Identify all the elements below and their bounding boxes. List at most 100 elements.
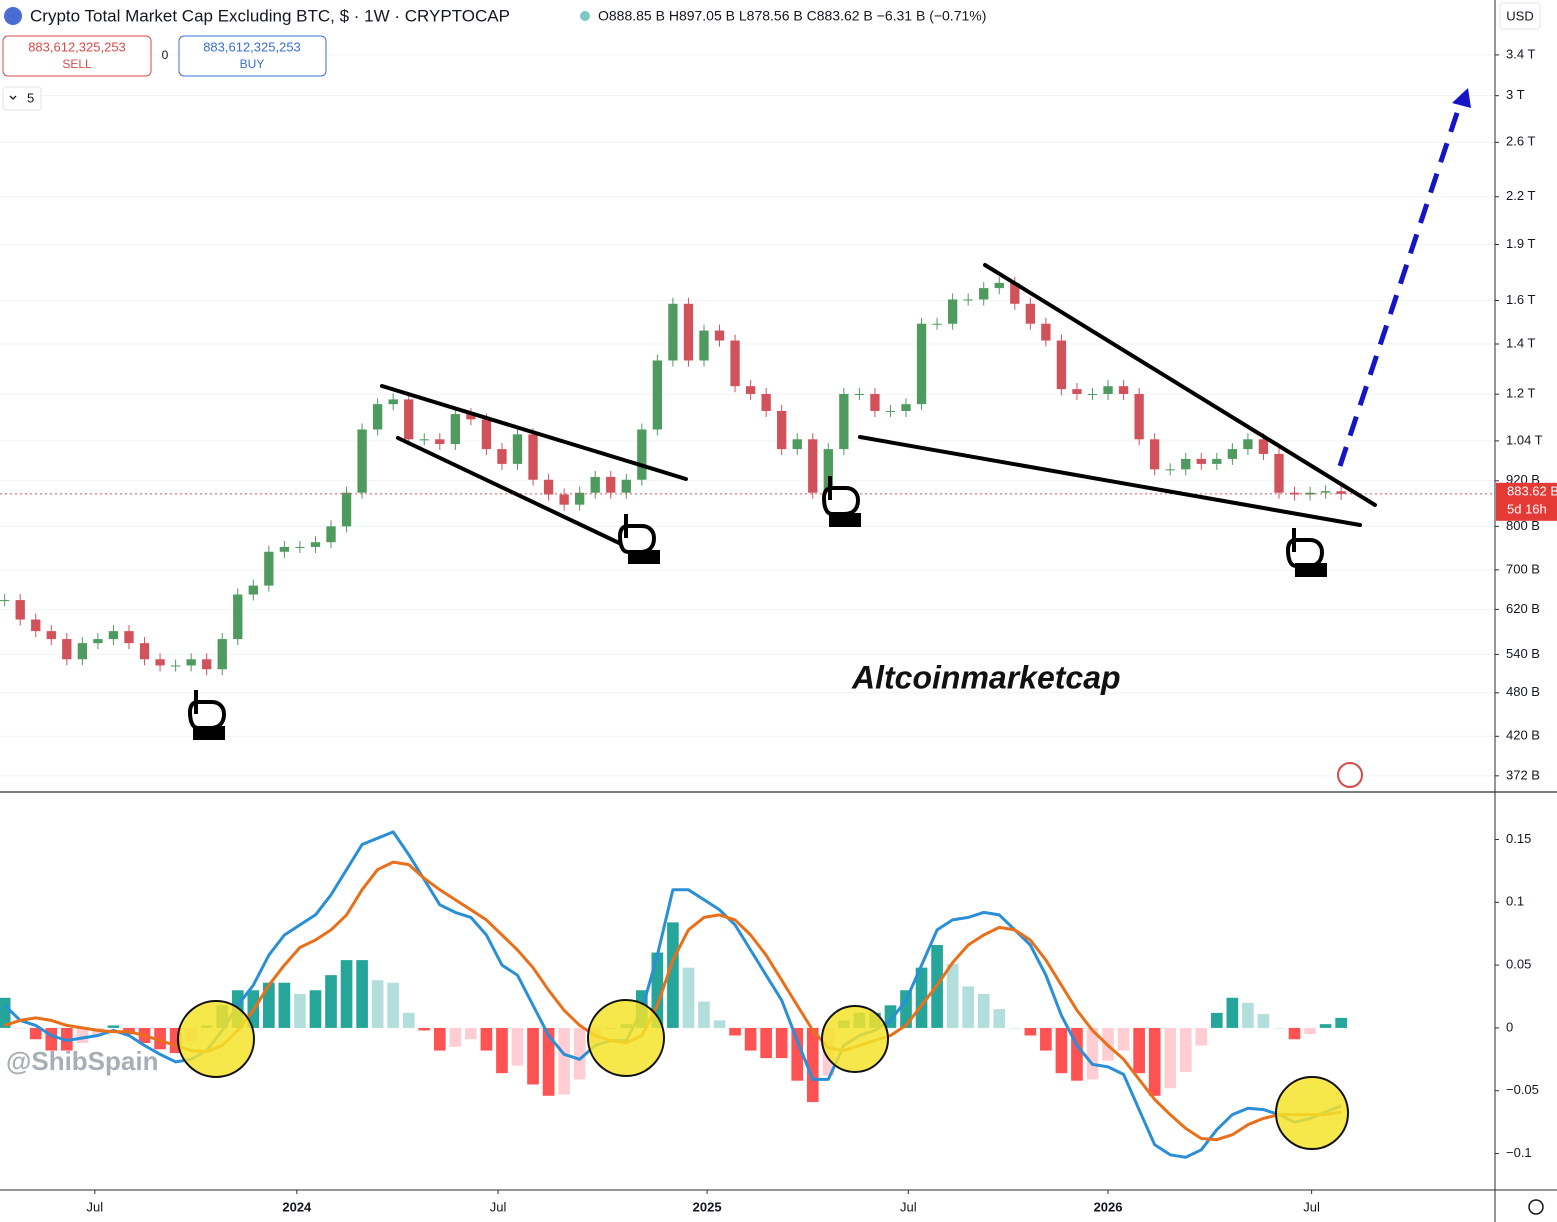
sell-price: 883,612,325,253 [28,39,126,54]
histogram-bar [915,967,928,1028]
currency-button[interactable] [1499,2,1541,30]
histogram-bar [480,1027,493,1051]
candle-body [1118,386,1129,394]
trendline [858,435,1362,527]
candle-body [947,299,958,324]
last-price-box [1496,482,1557,521]
candle-body [1289,492,1300,495]
y-tick-label: 2.6 T [1506,134,1535,149]
histogram-bar [682,967,695,1028]
candle-body [1212,458,1222,464]
histogram-bar [371,980,384,1028]
histogram-bar [449,1027,462,1047]
candle-body [512,434,523,464]
candle-body [108,631,119,640]
hand-icon [1285,528,1325,568]
candle-body [714,330,725,341]
buy-button[interactable] [178,35,327,77]
x-tick-label: Jul [490,1199,507,1214]
histogram-bar [1210,1012,1223,1028]
histogram-bar [496,1027,508,1074]
candle-body [543,479,554,495]
candle-body [279,546,290,552]
candle-body [77,643,88,660]
symbol-title[interactable]: Crypto Total Market Cap Excluding BTC, $… [30,6,510,25]
histogram-bar [465,1027,477,1040]
histogram-bar [806,1027,819,1103]
candle-body [1134,393,1144,440]
candle-body [1150,439,1160,470]
candle-body [326,526,336,543]
histogram-bar [573,1027,586,1080]
candle-body [1196,458,1206,464]
buy-label: BUY [240,57,265,71]
histogram-bar [402,1012,415,1028]
histogram-bar [946,963,959,1028]
candle-body [870,393,880,411]
candle-body [62,639,72,660]
highlight [587,999,665,1077]
y-tick-label: 620 B [1506,601,1540,616]
candle-body [792,439,802,450]
candle-body [15,600,25,620]
market-status [580,11,590,21]
histogram-bar [263,982,275,1028]
candle-body [963,299,973,301]
sell-button[interactable] [2,35,152,77]
y-tick-label: 480 B [1506,684,1540,699]
highlight [1275,1076,1349,1150]
histogram-bar [558,1027,570,1095]
y-tick-label: 1.4 T [1506,335,1535,350]
spread: 0 [162,48,169,62]
histogram-bar [900,990,912,1028]
histogram-bar [667,922,679,1028]
candle-body [1320,491,1331,493]
candle-body [668,303,678,361]
histogram-bar [433,1027,446,1051]
y-tick-label: 2.2 T [1506,188,1535,203]
y-tick-label: 540 B [1506,646,1540,661]
candle-body [808,439,818,493]
countdown: 5d 16h [1507,501,1547,516]
trendlines [380,263,1377,562]
histogram-bar [542,1027,555,1096]
candle-body [839,393,849,450]
x-tick-label: 2024 [282,1199,312,1214]
histogram-bar [1257,1014,1270,1028]
settings-icon[interactable] [1528,1199,1544,1215]
candle-body [341,492,352,527]
x-tick-label: 2025 [693,1199,722,1214]
hand-icon [187,690,227,730]
candle-body [202,659,212,670]
histogram-bar [698,1001,710,1028]
candle-body [1056,340,1067,390]
histogram-bar [729,1027,741,1036]
y-tick-label: 0 [1506,1019,1513,1034]
candle-body [528,434,538,480]
candle-body [388,399,398,405]
histogram-bar [1133,1027,1145,1074]
chevron [9,95,17,100]
sell-label: SELL [62,57,92,71]
candle-body [637,429,647,480]
histogram-bar [278,982,291,1028]
histogram-bar [1086,1027,1099,1080]
y-tick-label: −0.1 [1506,1145,1532,1160]
hand-cuff [829,513,861,527]
candle-body [93,639,103,644]
events-icon[interactable] [1337,762,1363,788]
candle-body [1025,303,1035,324]
histogram-bar [977,994,990,1028]
candle-body [466,414,476,420]
histogram-bar [1024,1027,1037,1036]
indicators-toggle[interactable] [2,86,42,111]
histogram-bar [775,1027,788,1059]
candle-body [854,393,865,395]
histogram-bar [1071,1027,1083,1081]
trendline [983,263,1377,507]
histogram-bar [1304,1027,1316,1035]
candle-body [652,360,663,430]
y-tick-label: 800 B [1506,518,1540,533]
candle-body [1274,453,1284,493]
